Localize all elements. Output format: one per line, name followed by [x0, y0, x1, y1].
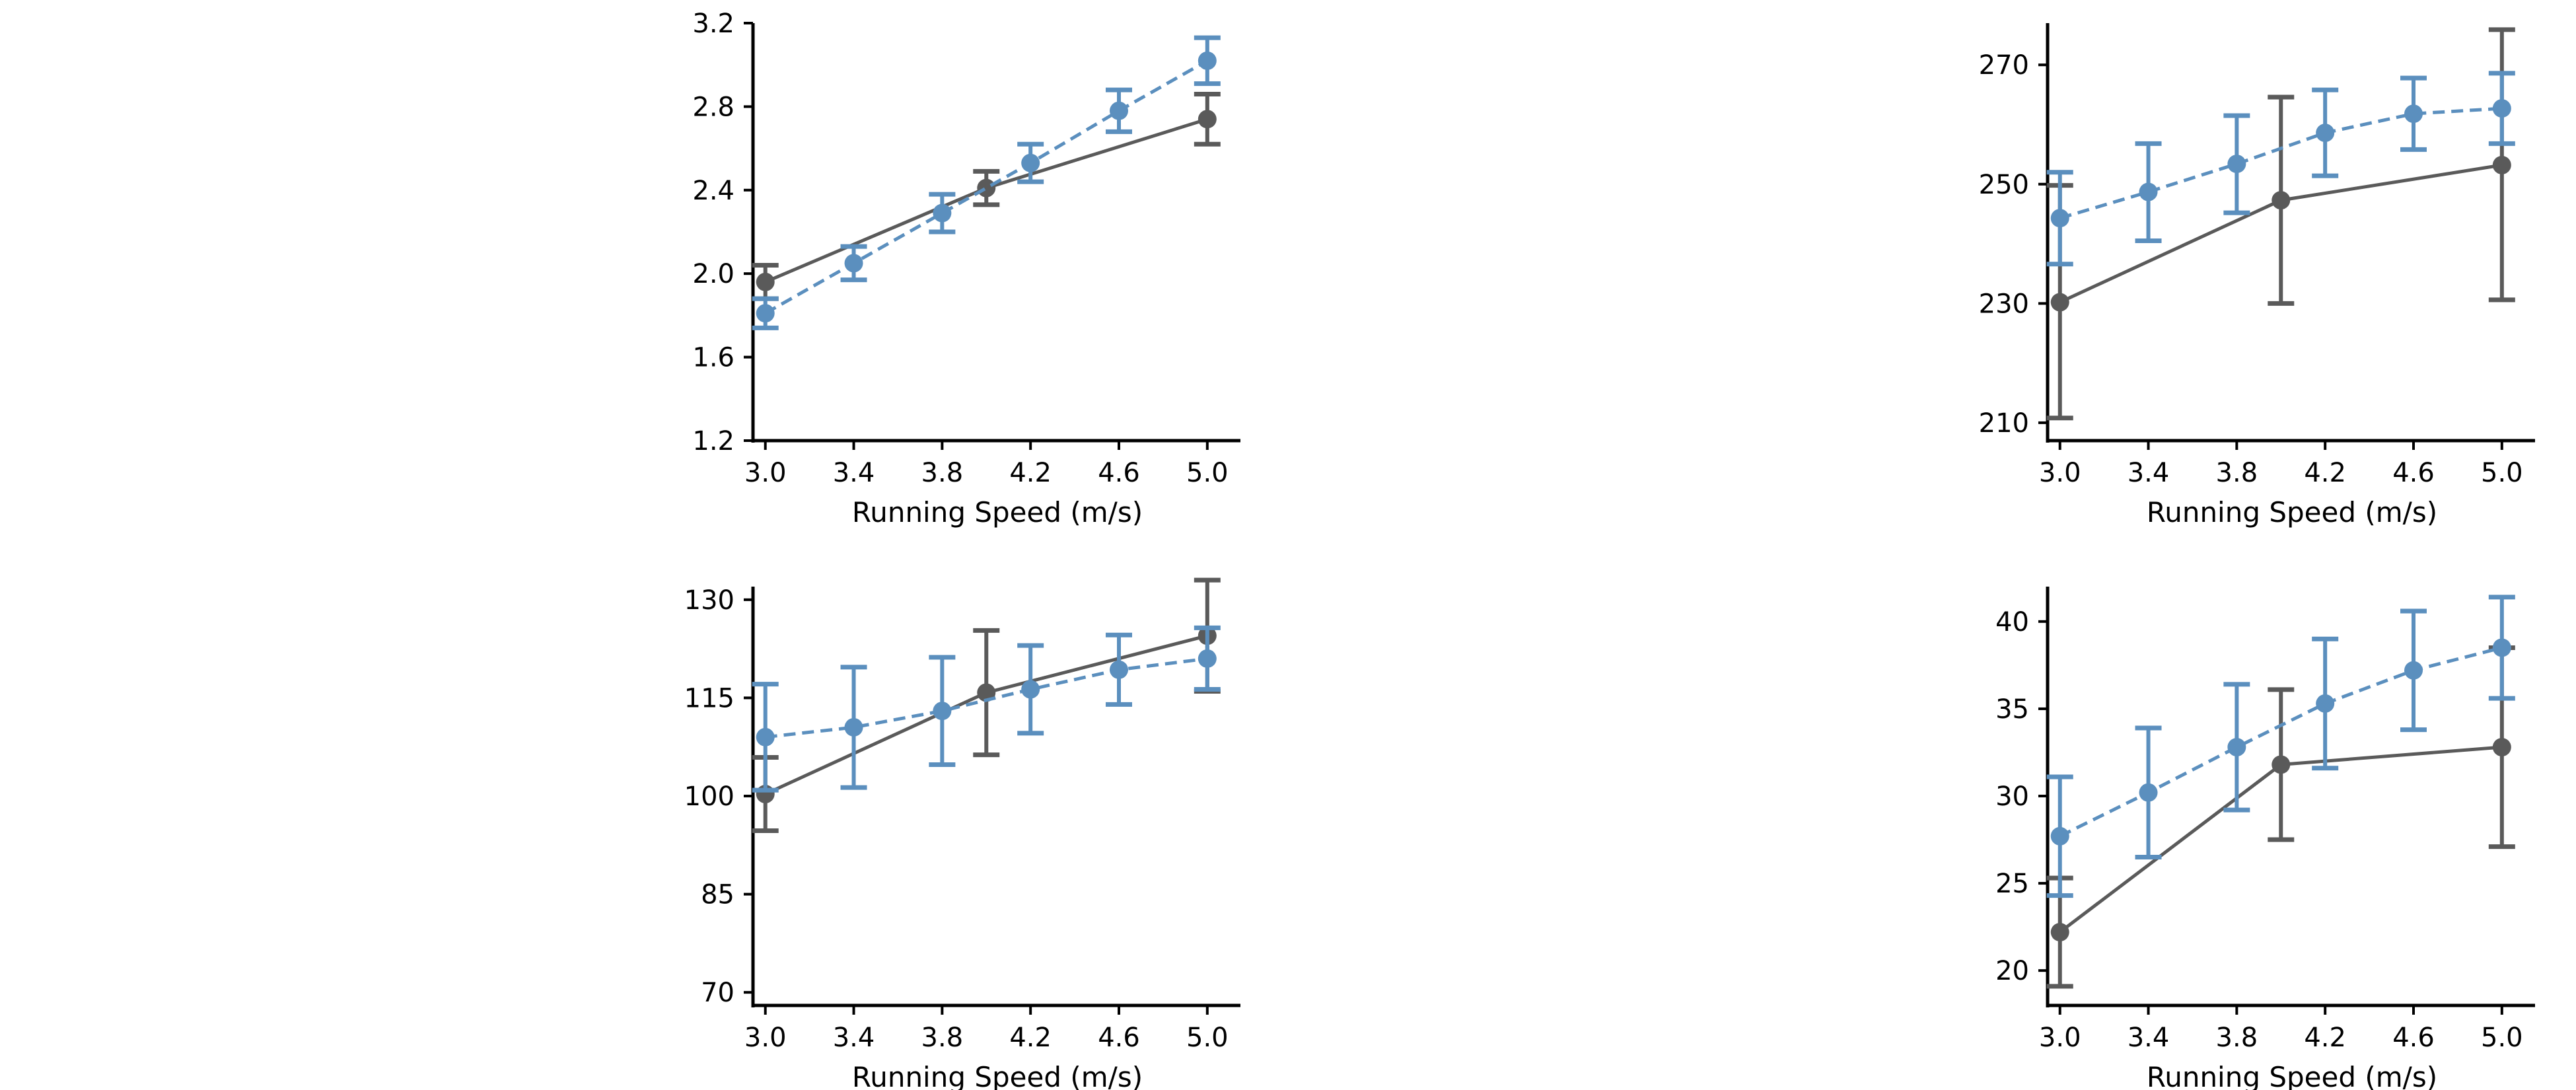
x-tick-label: 3.8: [921, 1023, 964, 1053]
data-point: [977, 178, 996, 198]
x-tick-label: 5.0: [1186, 1023, 1229, 1053]
x-tick-label: 4.2: [1009, 1023, 1052, 1053]
y-tick-label: 85: [701, 880, 734, 910]
data-point: [1110, 101, 1128, 120]
x-tick-label: 4.6: [2392, 1023, 2435, 1053]
y-tick-label: 1.6: [692, 343, 734, 373]
y-tick-label: 1.2: [692, 426, 734, 456]
y-tick-label: 2.0: [692, 259, 734, 289]
y-tick-label: 210: [1979, 408, 2029, 439]
x-tick-label: 4.2: [2304, 1023, 2346, 1053]
series-line-blue: [2059, 106, 2502, 220]
data-point: [2316, 694, 2335, 713]
x-axis-label: Running Speed (m/s): [2147, 496, 2437, 528]
y-tick-label: 40: [1995, 607, 2029, 637]
data-point: [933, 203, 952, 223]
series-blue: [752, 35, 1221, 330]
data-point: [756, 727, 775, 746]
y-tick-label: 70: [701, 978, 734, 1008]
chart-panel-4: 20 25 30 35 40 3.0 3.4 3.8 4.2 4.6 5.0 Running Spee…: [1995, 587, 2535, 1090]
data-point: [1198, 649, 1217, 668]
data-point: [2227, 155, 2246, 174]
y-tick-label: 30: [1995, 781, 2029, 812]
y-tick-label: 35: [1995, 694, 2029, 725]
series-line-blue: [764, 59, 1209, 315]
y-tick-label: 2.4: [692, 176, 734, 206]
data-point: [1198, 110, 1217, 129]
x-tick-label: 4.2: [2304, 458, 2346, 488]
data-point: [2227, 738, 2246, 757]
y-tick-label: 115: [684, 683, 734, 713]
series-line-blue: [2059, 646, 2503, 838]
data-point: [2492, 155, 2511, 174]
x-tick-label: 3.8: [2216, 1023, 2258, 1053]
series-blue: [752, 625, 1221, 793]
y-tick-label: 3.2: [692, 9, 734, 39]
x-tick-label: 5.0: [2481, 458, 2523, 488]
data-point: [1021, 153, 1040, 172]
data-point: [2272, 755, 2291, 774]
data-point: [844, 717, 863, 737]
x-tick-label: 3.4: [2128, 458, 2170, 488]
y-tick-label: 20: [1995, 956, 2029, 986]
data-point: [977, 683, 996, 702]
x-tick-label: 4.6: [1098, 1023, 1140, 1053]
x-axis-label: Running Speed (m/s): [852, 496, 1143, 528]
x-tick-label: 3.0: [744, 458, 787, 488]
x-tick-label: 5.0: [2481, 1023, 2523, 1053]
x-tick-label: 3.8: [921, 458, 964, 488]
y-tick-label: 230: [1979, 289, 2029, 319]
data-point: [2050, 826, 2069, 846]
y-tick-label: 250: [1979, 170, 2029, 200]
x-axis-label: Running Speed (m/s): [852, 1061, 1143, 1090]
data-point: [2492, 99, 2511, 118]
data-point: [2404, 104, 2423, 124]
data-point: [756, 272, 775, 291]
data-point: [2050, 923, 2069, 942]
x-tick-label: 4.6: [1098, 458, 1140, 488]
data-point: [2404, 661, 2423, 680]
x-tick-label: 3.4: [833, 1023, 875, 1053]
data-point: [2492, 738, 2511, 757]
y-tick-label: 2.8: [692, 92, 734, 122]
data-point: [2316, 124, 2335, 143]
y-tick-label: 25: [1995, 869, 2029, 899]
x-axis-label: Running Speed (m/s): [2147, 1061, 2437, 1090]
x-tick-label: 3.8: [2216, 458, 2258, 488]
x-tick-label: 5.0: [1186, 458, 1229, 488]
data-point: [2050, 293, 2069, 312]
chart-panel-2: 210 230 250 270 3.0 3.4 3.8 4.2 4.6 5.0 Running Sp…: [1979, 23, 2535, 528]
data-point: [1198, 51, 1217, 70]
data-point: [1021, 680, 1040, 699]
x-tick-label: 4.6: [2392, 458, 2435, 488]
data-point: [2139, 182, 2158, 201]
series-blue: [2046, 595, 2515, 898]
y-tick-label: 100: [684, 781, 734, 812]
y-tick-label: 130: [684, 585, 734, 616]
data-point: [933, 702, 952, 721]
data-point: [2139, 783, 2158, 802]
series-line-blue: [765, 657, 1208, 739]
x-tick-label: 3.0: [744, 1023, 787, 1053]
x-tick-label: 3.0: [2039, 1023, 2081, 1053]
data-point: [2050, 209, 2069, 228]
x-tick-label: 3.4: [2128, 1023, 2170, 1053]
data-point: [2492, 638, 2511, 657]
x-tick-label: 4.2: [1009, 458, 1052, 488]
data-point: [2272, 191, 2291, 210]
series-blue: [2046, 71, 2515, 267]
data-point: [844, 254, 863, 273]
data-point: [756, 304, 775, 323]
data-point: [1110, 660, 1128, 679]
chart-panel-1: 1.2 1.6 2.0 2.4 2.8 3.2 3.0 3.4 3.8 4.2 4.6 5.0 Runn…: [692, 9, 1240, 528]
x-tick-label: 3.0: [2039, 458, 2081, 488]
chart-panel-3: 70 85 100 115 130 3.0 3.4 3.8 4.2 4.6 5.0 Running S…: [684, 577, 1240, 1090]
x-tick-label: 3.4: [833, 458, 875, 488]
y-tick-label: 270: [1979, 50, 2029, 81]
